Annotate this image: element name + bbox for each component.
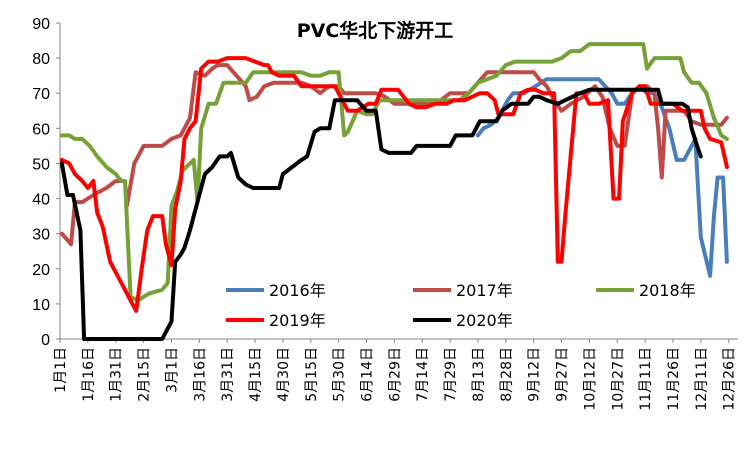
legend-item: 2017年 [413, 281, 513, 300]
legend-item: 2016年 [226, 281, 326, 300]
x-tick-label: 5月15日 [304, 347, 320, 402]
y-tick-labels: 0 10 20 30 40 50 60 70 80 90 [32, 16, 60, 349]
x-tick-labels: 1月1日 1月16日 1月31日 2月15日 3月1日 3月16日 3月31日 4月15日 4月… [53, 339, 738, 411]
chart-title: PVC华北下游开工 [297, 19, 454, 42]
y-tick-label: 90 [32, 16, 50, 33]
x-tick-label: 6月29日 [387, 347, 403, 402]
y-tick-label: 50 [32, 156, 50, 173]
y-tick-label: 80 [32, 51, 50, 68]
x-tick-label: 8月28日 [499, 347, 515, 402]
legend-item: 2019年 [226, 311, 326, 330]
series-lines [59, 42, 729, 341]
y-tick-label: 0 [41, 332, 50, 349]
x-tick-label: 12月26日 [722, 347, 738, 411]
x-tick-label: 7月14日 [415, 347, 431, 402]
legend-label: 2016年 [269, 281, 326, 300]
y-tick-label: 30 [32, 227, 50, 244]
x-tick-label: 9月27日 [555, 347, 571, 402]
x-tick-label: 9月12日 [527, 347, 543, 402]
y-tick-label: 20 [32, 262, 50, 279]
axes [59, 23, 738, 340]
x-tick-label: 3月16日 [192, 347, 208, 402]
x-tick-label: 10月27日 [610, 347, 626, 411]
legend-item: 2018年 [596, 281, 696, 300]
legend-label: 2020年 [456, 311, 513, 330]
x-tick-label: 4月15日 [248, 347, 264, 402]
legend-label: 2018年 [639, 281, 696, 300]
y-tick-label: 40 [32, 192, 50, 209]
x-tick-label: 1月16日 [81, 347, 97, 402]
series-line-2020年 [59, 87, 703, 341]
x-tick-label: 2月15日 [137, 347, 153, 402]
y-tick-label: 10 [32, 297, 50, 314]
x-tick-label: 3月1日 [164, 347, 180, 393]
legend-item: 2020年 [413, 311, 513, 330]
x-tick-label: 3月31日 [220, 347, 236, 402]
x-tick-label: 5月30日 [332, 347, 348, 402]
x-tick-label: 7月29日 [443, 347, 459, 402]
x-tick-label: 4月30日 [276, 347, 292, 402]
x-tick-label: 6月14日 [359, 347, 375, 402]
legend-label: 2017年 [456, 281, 513, 300]
legend-label: 2019年 [269, 311, 326, 330]
x-tick-label: 8月13日 [471, 347, 487, 402]
x-tick-label: 1月1日 [53, 347, 69, 393]
y-tick-label: 60 [32, 121, 50, 138]
x-tick-label: 1月31日 [109, 347, 125, 402]
series-line-2019年 [59, 56, 729, 313]
y-tick-label: 70 [32, 86, 50, 103]
x-tick-label: 10月12日 [582, 347, 598, 411]
x-tick-label: 11月26日 [666, 347, 682, 411]
x-tick-label: 12月11日 [694, 347, 710, 411]
legend: 2016年 2017年 2018年 2019年 2020年 [226, 281, 696, 330]
series-line-2018年 [59, 42, 729, 303]
x-tick-label: 11月11日 [638, 347, 654, 411]
